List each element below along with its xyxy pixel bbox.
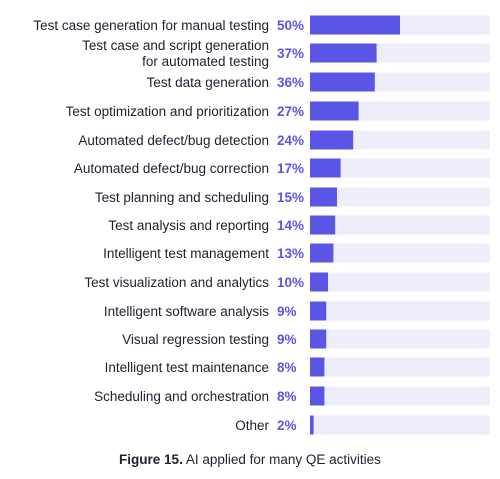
bar-track <box>310 357 490 377</box>
category-label: Intelligent test maintenance <box>105 360 269 375</box>
bar-track <box>310 130 490 150</box>
figure-caption: Figure 15. AI applied for many QE activi… <box>0 452 500 467</box>
category-label: Test analysis and reporting <box>108 218 269 233</box>
bar <box>310 243 334 263</box>
bar <box>310 329 327 349</box>
value-label: 14% <box>277 218 304 233</box>
category-label: Intelligent software analysis <box>104 304 269 319</box>
category-label: Scheduling and orchestration <box>94 389 269 404</box>
value-label: 9% <box>277 304 297 319</box>
category-label: Test data generation <box>147 75 269 90</box>
value-label: 8% <box>277 360 297 375</box>
category-label: Automated defect/bug correction <box>74 161 269 176</box>
bar <box>310 101 359 121</box>
value-label: 37% <box>277 46 304 61</box>
bar-track <box>310 243 490 263</box>
value-label: 27% <box>277 104 304 119</box>
value-label: 24% <box>277 133 304 148</box>
caption-text: AI applied for many QE activities <box>185 452 381 467</box>
category-label: Other <box>235 418 269 433</box>
bar <box>310 158 341 178</box>
bar-track <box>310 187 490 207</box>
bar <box>310 130 354 150</box>
bar <box>310 215 336 235</box>
bar <box>310 72 375 92</box>
bar <box>310 43 377 63</box>
value-label: 15% <box>277 190 304 205</box>
bar-chart: 50% Test case generation for manual testi… <box>33 15 490 435</box>
category-label: Test visualization and analytics <box>84 275 269 290</box>
bar <box>310 272 328 292</box>
figure-label: Figure 15. <box>119 452 183 467</box>
category-label: Visual regression testing <box>122 332 269 347</box>
value-label: 13% <box>277 246 304 261</box>
bar <box>310 301 327 321</box>
value-label: 36% <box>277 75 304 90</box>
category-label: Test case generation for manual testing <box>33 18 269 33</box>
bar-track <box>310 301 490 321</box>
bar-track <box>310 215 490 235</box>
bar-track <box>310 386 490 406</box>
value-label: 50% <box>277 18 304 33</box>
bar <box>310 187 337 207</box>
bar <box>310 415 314 435</box>
value-label: 17% <box>277 161 304 176</box>
bar <box>310 15 400 35</box>
category-label: Test optimization and prioritization <box>66 104 269 119</box>
value-label: 10% <box>277 275 304 290</box>
bar <box>310 386 325 406</box>
bar-track <box>310 329 490 349</box>
category-label: Intelligent test management <box>103 246 269 261</box>
value-label: 9% <box>277 332 297 347</box>
category-label: Automated defect/bug detection <box>78 133 269 148</box>
category-label: Test planning and scheduling <box>95 190 269 205</box>
value-label: 2% <box>277 418 297 433</box>
bar <box>310 357 325 377</box>
value-label: 8% <box>277 389 297 404</box>
bar-track <box>310 158 490 178</box>
bar-track <box>310 415 490 435</box>
category-label: Test case and script generation for autom… <box>82 38 269 69</box>
bar-track <box>310 272 490 292</box>
